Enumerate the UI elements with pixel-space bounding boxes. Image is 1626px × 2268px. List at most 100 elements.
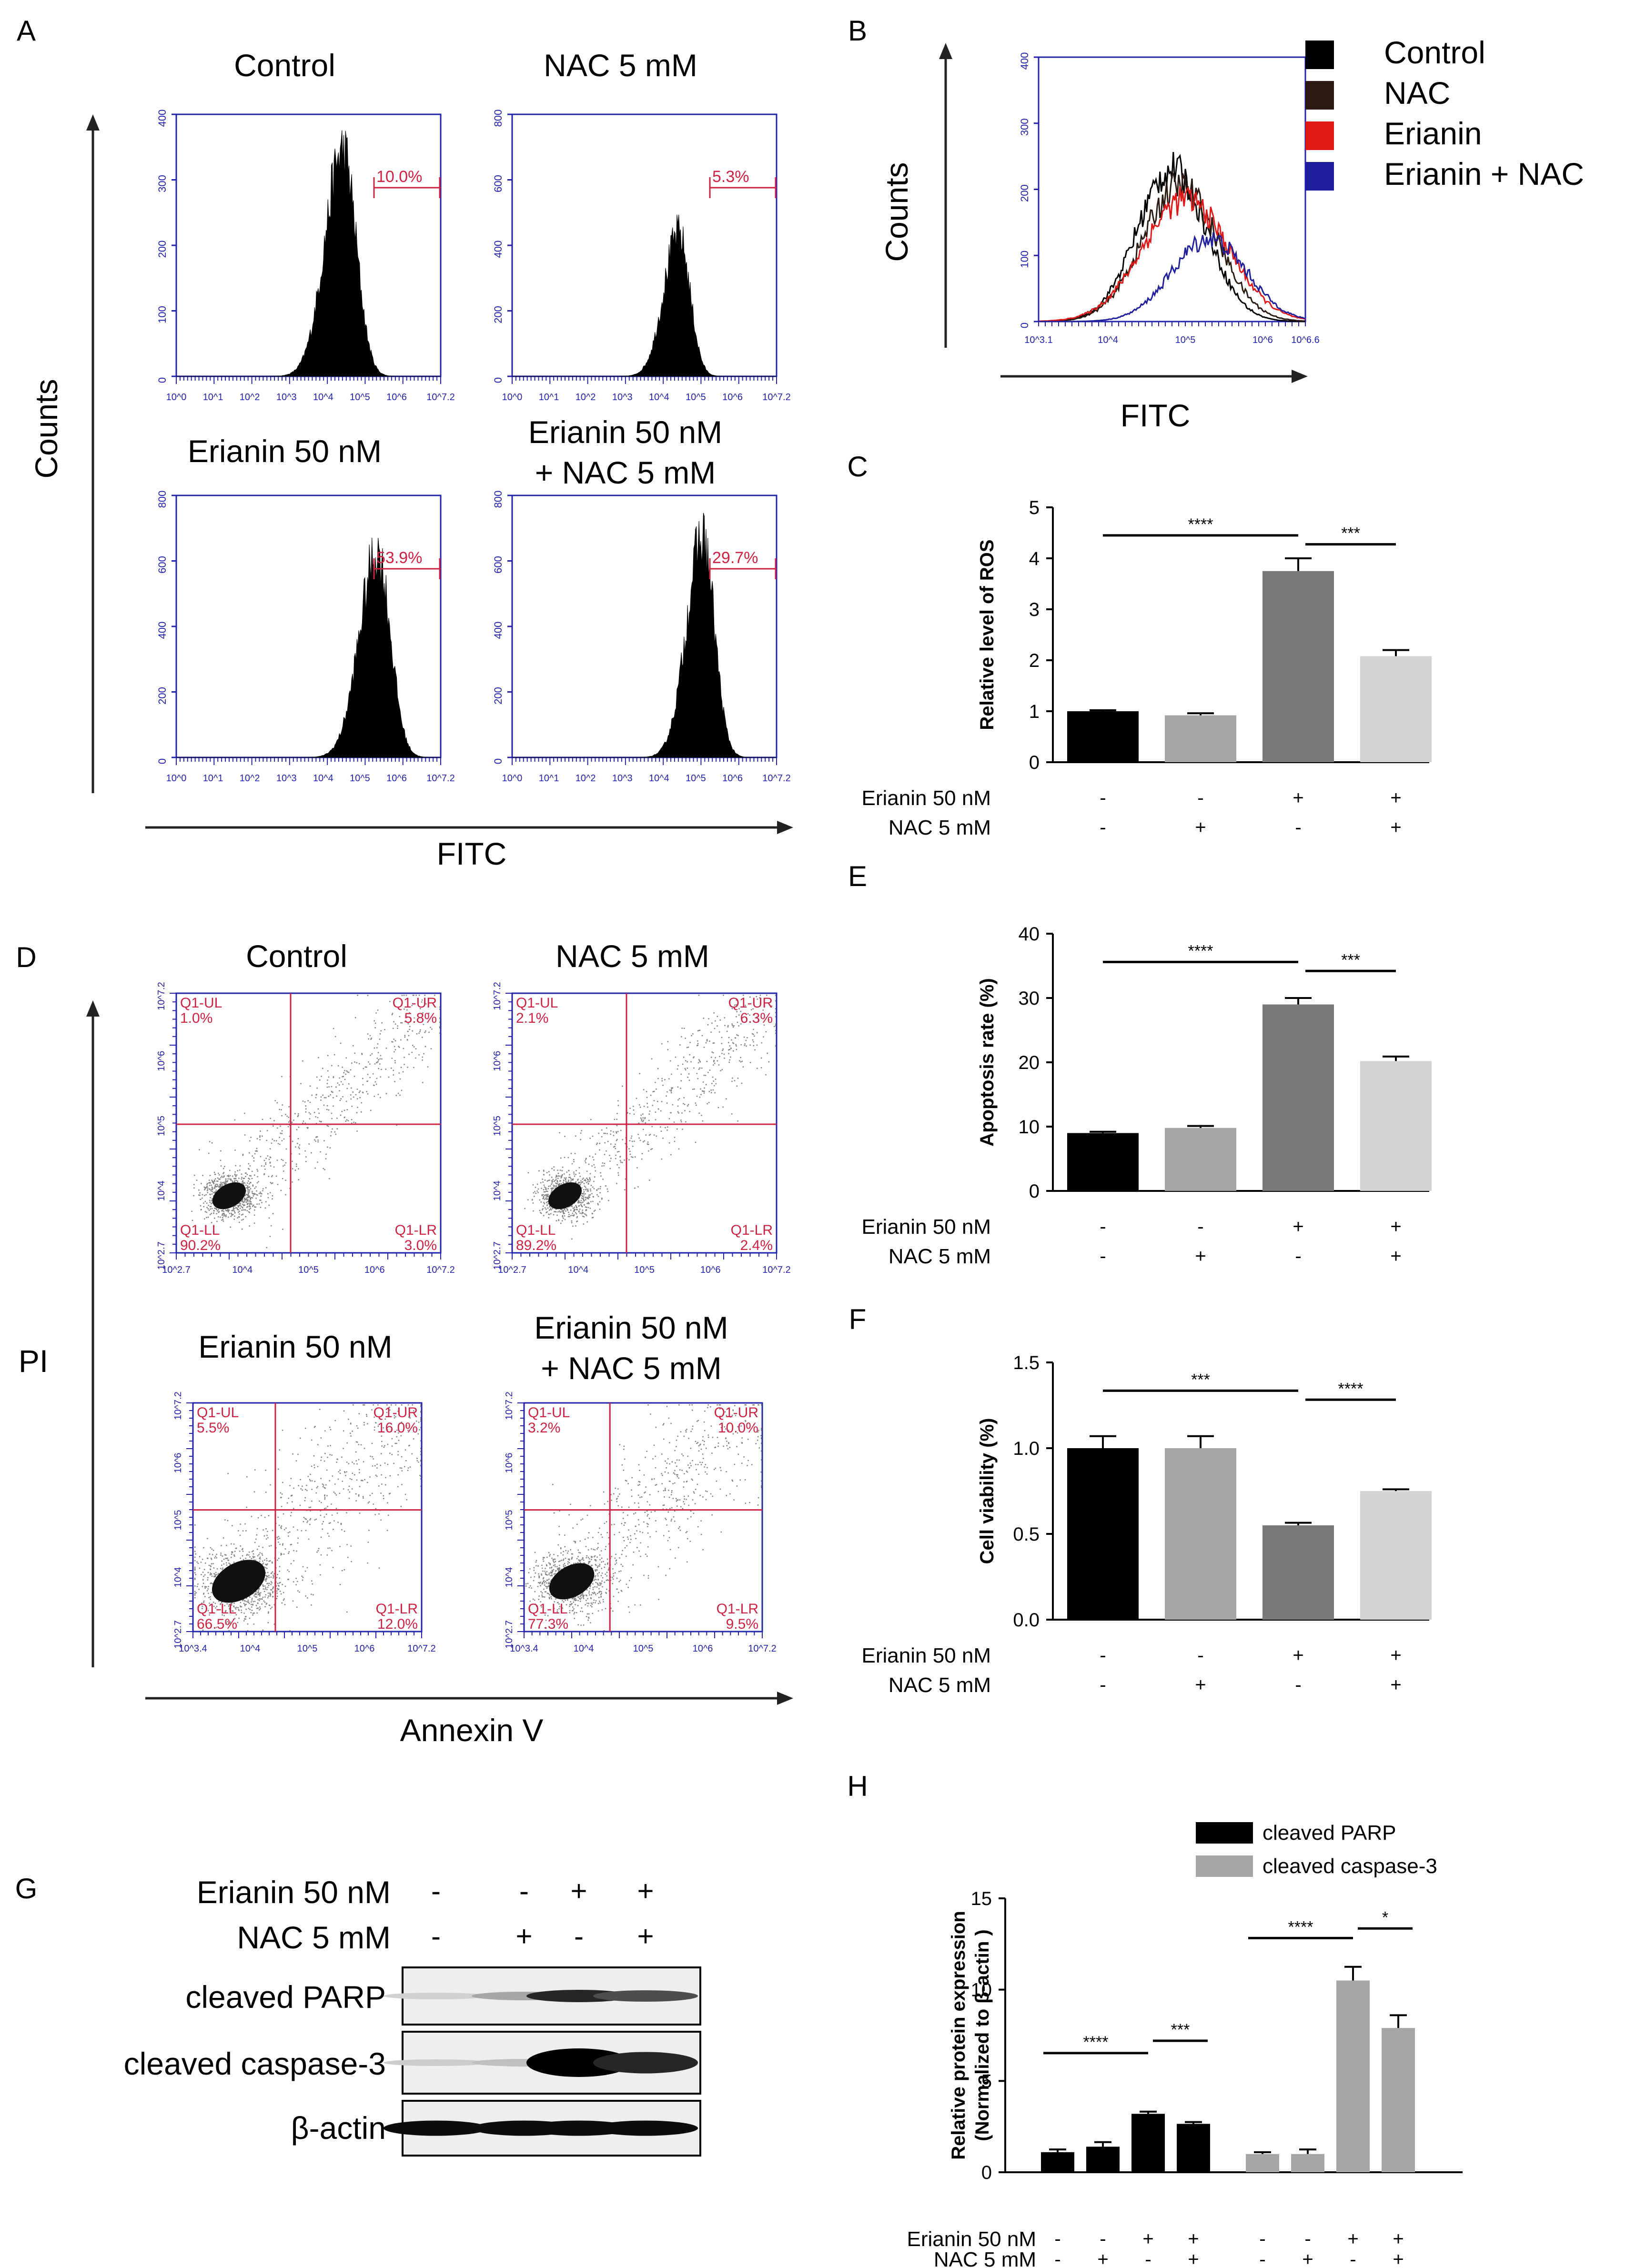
bar-erianin-50-nm-nac-5-mm <box>1360 1061 1432 1191</box>
histogram-x-tick-label: 10^2 <box>576 773 596 784</box>
quadrant-ul-percent: 1.0% <box>180 1010 212 1026</box>
dot-plot-x-tick-label: 10^4 <box>568 1265 588 1275</box>
blot-treatment-sign: - <box>431 1875 441 1907</box>
bar-erianin-50-nm <box>1262 571 1334 762</box>
overlay-y-tick-label: 200 <box>1019 184 1030 202</box>
bar-control <box>1067 1448 1139 1620</box>
quadrant-lr-name: Q1-LR <box>376 1601 418 1617</box>
blot-band-label: cleaved caspase-3 <box>124 2046 386 2081</box>
treatment-row-label: NAC 5 mM <box>889 816 991 839</box>
quadrant-lr-name: Q1-LR <box>395 1222 437 1238</box>
dot-plot-x-start-label: 10^2.7 <box>162 1265 190 1275</box>
dot-plot-dense-core <box>212 1182 246 1210</box>
dot-plot-4: Erianin 50 nM + NAC 5 mM 10^2.7 10^4 10^5 10^… <box>504 1310 777 1654</box>
histogram-y-tick-label: 600 <box>156 556 168 574</box>
treatment-sign: + <box>1195 1674 1206 1695</box>
panel-d-y-axis-label: PI <box>19 1343 48 1379</box>
histogram-gate-percent: 29.7% <box>712 549 758 567</box>
panel-label-a: A <box>17 15 36 47</box>
dot-plot-y-tick-label: 10^6 <box>156 1051 167 1071</box>
blot-treatment-sign: + <box>637 1920 654 1952</box>
bar-cleaved-PARP <box>1041 2152 1074 2172</box>
panel-b-x-axis-label: FITC <box>1121 398 1191 433</box>
treatment-sign: - <box>1197 787 1203 808</box>
significance-label: **** <box>1338 1380 1363 1398</box>
blot-treatment-sign: - <box>431 1920 441 1952</box>
overlay-histogram: 0 100 200 300 400 10^3.1 10^4 10^5 10^6 10^6.6 <box>1019 52 1320 345</box>
treatment-sign: - <box>1100 787 1106 808</box>
significance-label: **** <box>1288 1918 1313 1936</box>
histogram-x-tick-label: 10^0 <box>166 773 187 784</box>
histogram-x-tick-label: 10^3 <box>276 773 297 784</box>
treatment-sign: + <box>1142 2228 1153 2249</box>
dot-plot-x-start-label: 10^3.4 <box>510 1643 538 1654</box>
panel-label-d: D <box>16 941 36 973</box>
blot-treatment-sign: - <box>574 1920 584 1952</box>
treatment-sign: - <box>1197 1216 1203 1237</box>
quadrant-ur-percent: 6.3% <box>740 1010 773 1026</box>
quadrant-ul-percent: 3.2% <box>528 1420 560 1436</box>
treatment-sign: - <box>1054 2228 1060 2249</box>
histogram-x-tick-label: 10^2 <box>240 392 260 403</box>
dot-plot-y-tick-label: 10^5 <box>504 1510 515 1531</box>
histogram-x-tick-label: 10^6 <box>722 392 743 403</box>
histogram-y-tick-label: 0 <box>156 377 168 383</box>
bar-y-axis-label: Apoptosis rate (%) <box>977 978 998 1146</box>
overlay-curve-4 <box>1038 232 1306 323</box>
treatment-sign: + <box>1188 2228 1199 2249</box>
dot-plot-title: Erianin 50 nM <box>534 1310 728 1345</box>
bar-control <box>1067 1133 1139 1191</box>
histogram-y-tick-label: 400 <box>156 110 168 127</box>
blot-treatment-sign: + <box>637 1875 654 1907</box>
dot-plot-x-tick-label: 10^6 <box>354 1643 375 1654</box>
bar-cleaved-caspase-3 <box>1336 1980 1370 2172</box>
overlay-x-tick-label: 10^6 <box>1252 335 1273 345</box>
panel-b-y-arrow-head <box>939 43 952 59</box>
quadrant-ul-name: Q1-UL <box>180 995 222 1011</box>
significance-label: *** <box>1341 524 1360 543</box>
bar-y-tick-label: 0 <box>1029 752 1040 773</box>
treatment-sign: + <box>1293 1645 1303 1666</box>
panel-label-f: F <box>849 1303 867 1335</box>
significance-label: **** <box>1188 942 1213 960</box>
histogram-x-tick-label: 10^1 <box>539 773 559 784</box>
dot-plot-y-tick-label: 10^6 <box>504 1453 515 1473</box>
histogram-x-tick-label: 10^4 <box>313 773 333 784</box>
histogram-x-tick-label: 10^6 <box>386 392 407 403</box>
dot-plot-events <box>524 995 777 1240</box>
treatment-sign: + <box>1390 1645 1401 1666</box>
treatment-sign: - <box>1259 2249 1265 2268</box>
treatment-sign: - <box>1304 2228 1311 2249</box>
dot-plot-frame <box>511 992 778 1254</box>
treatment-sign: - <box>1100 1645 1106 1666</box>
panel-label-c: C <box>847 451 868 483</box>
histogram-title: Erianin 50 nM <box>528 414 722 450</box>
quadrant-lr-percent: 2.4% <box>740 1238 773 1253</box>
panel-label-g: G <box>15 1873 38 1905</box>
histogram-y-tick-label: 400 <box>492 622 504 639</box>
significance-label: *** <box>1341 951 1360 969</box>
western-blot: Erianin 50 nM NAC 5 mM - - - + + - + + cleaved PAR… <box>124 1875 701 2157</box>
dot-plot-y-tick-label: 10^2.7 <box>504 1620 515 1648</box>
histogram-y-tick-label: 0 <box>492 758 504 764</box>
panel-a-y-axis-label: Counts <box>29 379 64 478</box>
blot-treatment-sign: - <box>519 1875 529 1907</box>
dot-plot-x-tick-label: 10^5 <box>298 1265 319 1275</box>
panel-a-y-arrow-head <box>86 114 100 131</box>
quadrant-lr-name: Q1-LR <box>717 1601 758 1617</box>
dot-plot-y-tick-label: 10^7.2 <box>504 1391 515 1420</box>
treatment-row-label: Erianin 50 nM <box>907 2228 1036 2251</box>
histogram-x-tick-label: 10^7.2 <box>762 773 790 784</box>
dot-plot-x-tick-label: 10^7.2 <box>748 1643 776 1654</box>
histogram-y-tick-label: 600 <box>492 175 504 192</box>
histogram-x-tick-label: 10^1 <box>203 392 223 403</box>
significance-label: * <box>1382 1908 1388 1926</box>
dot-plot-events <box>191 995 441 1249</box>
quadrant-ur-name: Q1-UR <box>374 1405 418 1421</box>
treatment-sign: - <box>1100 2228 1106 2249</box>
dot-plot-title: Erianin 50 nM <box>198 1329 392 1364</box>
legend-label: Erianin <box>1384 116 1482 151</box>
